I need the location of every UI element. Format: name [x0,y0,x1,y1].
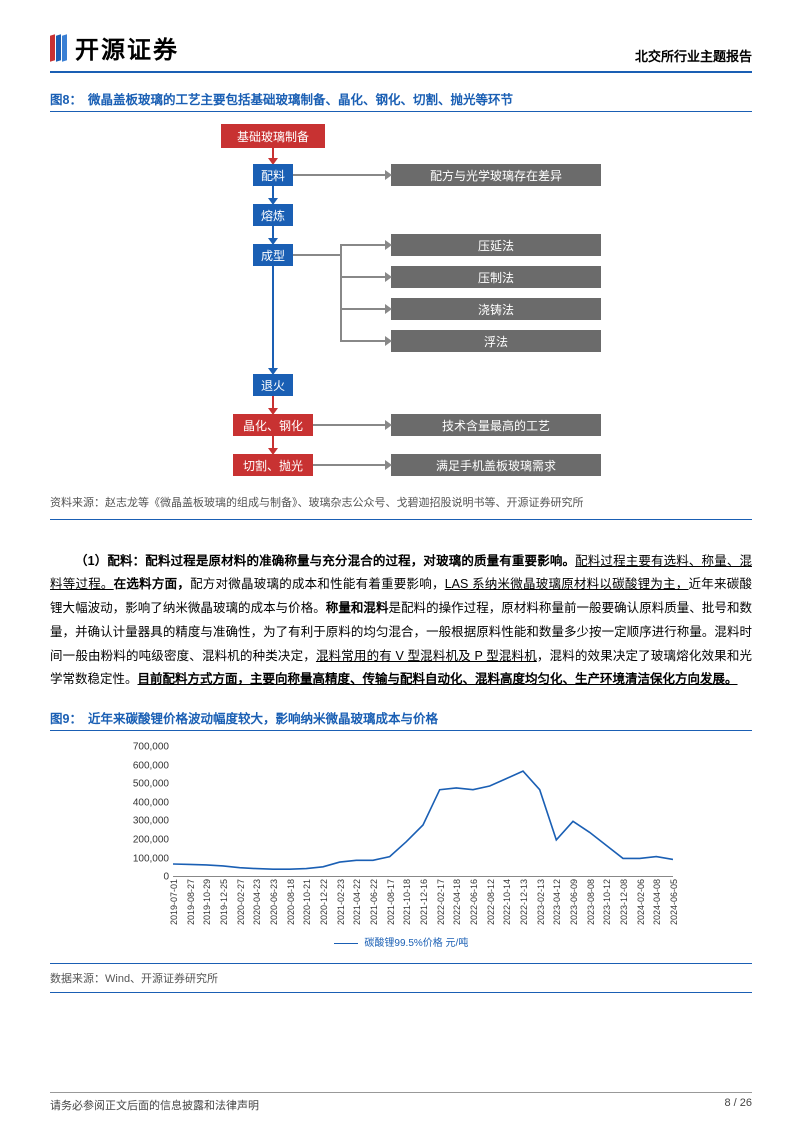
legend-text: 碳酸锂99.5%价格 元/吨 [364,938,468,949]
figure-9-caption: 近年来碳酸锂价格波动幅度较大，影响纳米微晶玻璃成本与价格 [88,708,438,727]
flow-node-qgpg: 切割、抛光 [233,454,313,476]
flow-node-jhgh: 晶化、钢化 [233,414,313,436]
source-text: 赵志龙等《微晶盖板玻璃的组成与制备》、玻璃杂志公众号、戈碧迦招股说明书等、开源证… [105,497,584,509]
flow-node-cx: 成型 [253,244,293,266]
figure-9-label: 图9： [50,708,82,727]
figure-9-title: 图9： 近年来碳酸锂价格波动幅度较大，影响纳米微晶玻璃成本与价格 [50,706,752,731]
flow-side-2: 压制法 [391,266,601,288]
price-line-chart: 0100,000200,000300,000400,000500,000600,… [111,743,691,943]
source-label: 资料来源： [50,497,105,509]
figure-8-title: 图8： 微晶盖板玻璃的工艺主要包括基础玻璃制备、晶化、钢化、切割、抛光等环节 [50,87,752,112]
flow-side-0: 配方与光学玻璃存在差异 [391,164,601,186]
chart-x-axis: 2019-07-012019-08-272019-10-292019-12-25… [173,879,673,939]
body-paragraph: （1）配料：配料过程是原材料的准确称量与充分混合的过程，对玻璃的质量有重要影响。… [50,550,752,693]
logo-mark [50,35,67,61]
page-footer: 请务必参阅正文后面的信息披露和法律声明 8 / 26 [50,1092,752,1113]
company-name: 开源证券 [75,30,179,65]
flow-side-3: 浇铸法 [391,298,601,320]
flow-side-4: 浮法 [391,330,601,352]
company-logo: 开源证券 [50,30,179,65]
doc-type: 北交所行业主题报告 [635,46,752,65]
flow-node-peiliao: 配料 [253,164,293,186]
disclaimer: 请务必参阅正文后面的信息披露和法律声明 [50,1097,259,1113]
page-header: 开源证券 北交所行业主题报告 [50,30,752,73]
flow-node-rl: 熔炼 [253,204,293,226]
source-label: 数据来源： [50,973,105,985]
flow-side-1: 压延法 [391,234,601,256]
flow-side-5: 技术含量最高的工艺 [391,414,601,436]
source-text: Wind、开源证券研究所 [105,973,218,985]
figure-8-source: 资料来源：赵志龙等《微晶盖板玻璃的组成与制备》、玻璃杂志公众号、戈碧迦招股说明书… [50,490,752,520]
figure-8-label: 图8： [50,89,82,108]
legend-swatch [334,943,358,944]
process-flowchart: 基础玻璃制备配料熔炼成型退火晶化、钢化切割、抛光 配方与光学玻璃存在差异压延法压制… [91,124,711,484]
page-number: 8 / 26 [724,1097,752,1113]
chart-legend: 碳酸锂99.5%价格 元/吨 [111,934,691,949]
flow-node-base: 基础玻璃制备 [221,124,325,148]
flow-side-6: 满足手机盖板玻璃需求 [391,454,601,476]
figure-9-source: 数据来源：Wind、开源证券研究所 [50,963,752,993]
chart-plot-area [173,747,673,877]
flow-node-th: 退火 [253,374,293,396]
figure-8-caption: 微晶盖板玻璃的工艺主要包括基础玻璃制备、晶化、钢化、切割、抛光等环节 [88,89,513,108]
